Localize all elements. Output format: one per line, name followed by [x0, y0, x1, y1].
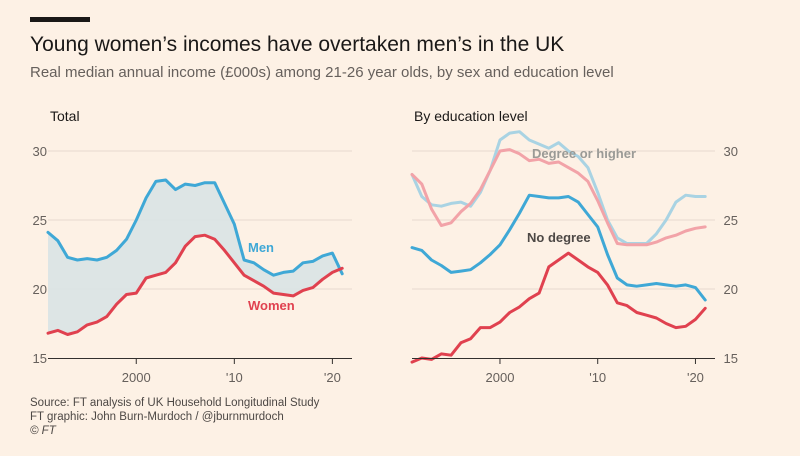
series-line-degree-or-higher-degree_women: [410, 148, 707, 247]
chart-panel-1: Total 15 20 25 30 2000 '10 '20 Men Women: [33, 108, 352, 385]
series-line-no-degree-men: [410, 193, 707, 302]
chart-title: Young women’s incomes have overtaken men…: [30, 33, 565, 56]
series-line-men: [46, 178, 344, 277]
x-tick-label: '10: [226, 370, 243, 385]
y-tick-label: 30: [724, 144, 738, 159]
copyright: © FT: [30, 425, 56, 437]
panel-title: Total: [50, 108, 80, 124]
panel-title: By education level: [414, 108, 528, 124]
x-tick-label: '10: [589, 370, 606, 385]
x-tick-label: 2000: [486, 370, 515, 385]
y-tick-label: 15: [724, 351, 738, 366]
y-tick-label: 30: [33, 144, 47, 159]
x-tick-label: '20: [324, 370, 341, 385]
series-label-men: Men: [248, 240, 274, 255]
y-tick-label: 20: [724, 282, 738, 297]
chart-subtitle: Real median annual income (£000s) among …: [30, 64, 614, 81]
y-tick-label: 25: [724, 213, 738, 228]
y-tick-label: 25: [33, 213, 47, 228]
brand-bar: [30, 17, 90, 22]
graphic-credit: FT graphic: John Burn-Murdoch / @jburnmu…: [30, 411, 284, 423]
series-line-no-degree-women: [410, 251, 707, 364]
annotation-degree: Degree or higher: [532, 146, 636, 161]
series-line-women: [46, 233, 344, 336]
series-label-women: Women: [248, 298, 295, 313]
source-note: Source: FT analysis of UK Household Long…: [30, 396, 319, 438]
y-tick-label: 20: [33, 282, 47, 297]
x-tick-label: '20: [687, 370, 704, 385]
source-line: Source: FT analysis of UK Household Long…: [30, 397, 320, 409]
chart-panel-2: By education level 15 20 25 30 2000 '10 '20 Degr…: [410, 108, 738, 385]
gap-area: [48, 180, 343, 335]
y-tick-label: 15: [33, 351, 47, 366]
annotation-no-degree: No degree: [527, 230, 591, 245]
series-line-degree-or-higher-degree_men: [410, 130, 707, 245]
x-tick-label: 2000: [122, 370, 151, 385]
